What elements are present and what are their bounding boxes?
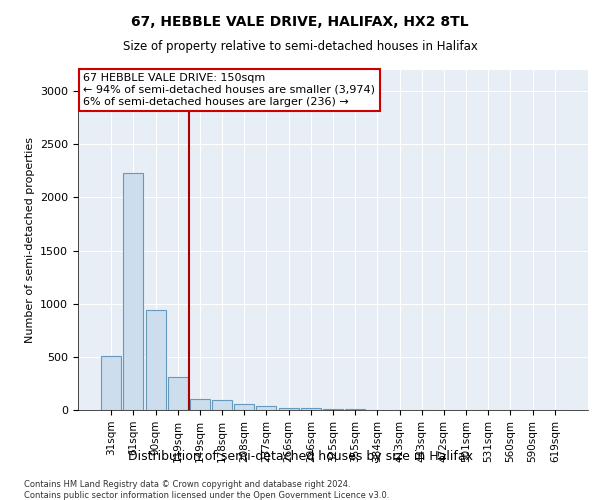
Text: Size of property relative to semi-detached houses in Halifax: Size of property relative to semi-detach… [122, 40, 478, 53]
Bar [301, 408, 321, 410]
Bar [323, 409, 343, 410]
Text: Distribution of semi-detached houses by size in Halifax: Distribution of semi-detached houses by … [128, 450, 473, 463]
Bar [234, 404, 254, 410]
Y-axis label: Number of semi-detached properties: Number of semi-detached properties [25, 137, 35, 343]
Text: 67, HEBBLE VALE DRIVE, HALIFAX, HX2 8TL: 67, HEBBLE VALE DRIVE, HALIFAX, HX2 8TL [131, 15, 469, 29]
Text: Contains HM Land Registry data © Crown copyright and database right 2024.
Contai: Contains HM Land Registry data © Crown c… [24, 480, 389, 500]
Text: 67 HEBBLE VALE DRIVE: 150sqm
← 94% of semi-detached houses are smaller (3,974)
6: 67 HEBBLE VALE DRIVE: 150sqm ← 94% of se… [83, 74, 375, 106]
Bar [168, 376, 188, 410]
Bar [190, 400, 210, 410]
Bar [101, 356, 121, 410]
Bar [256, 406, 277, 410]
Bar [278, 408, 299, 410]
Bar [124, 173, 143, 410]
Bar [146, 310, 166, 410]
Bar [212, 400, 232, 410]
